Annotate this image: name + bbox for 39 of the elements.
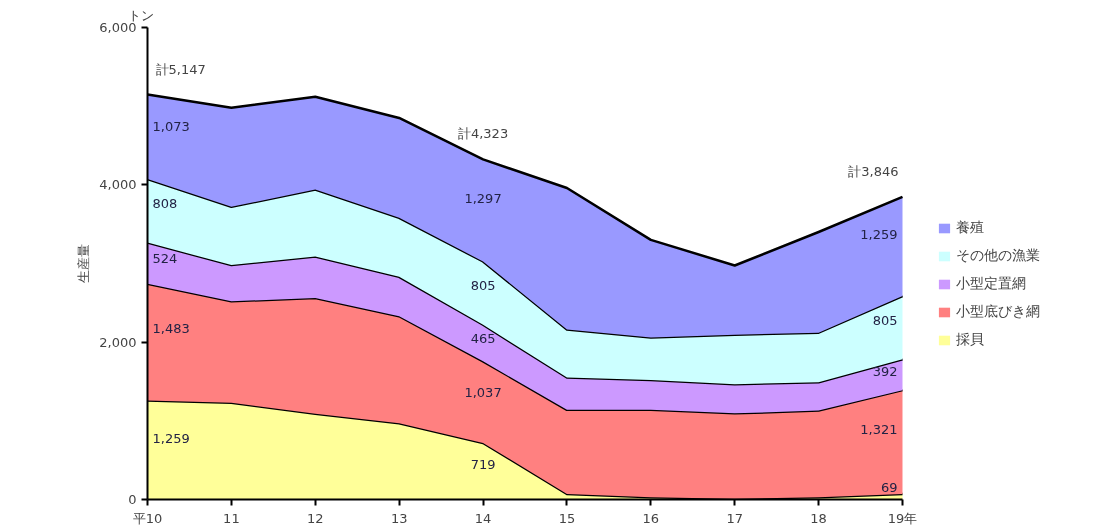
x-tick-label: 14 [474, 510, 492, 526]
data-label: 392 [872, 363, 898, 379]
data-label: 465 [470, 331, 496, 347]
x-tick-label: 18 [810, 510, 827, 526]
data-label: 1,073 [152, 119, 190, 135]
x-tick-label: 17 [726, 510, 743, 526]
x-tick-label: 平10 [132, 510, 163, 526]
data-label: 69 [880, 480, 898, 496]
y-tick-label: 6,000 [99, 20, 137, 35]
text: トン [127, 7, 154, 23]
data-label: 805 [872, 312, 898, 328]
legend-label: その他の漁業 [956, 247, 1040, 265]
data-label: 719 [470, 456, 496, 472]
x-tick-label: 15 [558, 510, 576, 526]
total-label: 計4,323 [457, 126, 509, 142]
legend-label: 養殖 [956, 219, 984, 237]
y-tick-label: 4,000 [99, 177, 137, 193]
x-tick-label: 13 [390, 510, 408, 526]
total-label: 計3,846 [848, 163, 899, 179]
data-label: 808 [152, 195, 178, 211]
y-axis-title: 生産量 [76, 244, 92, 283]
y-tick-label: 0 [128, 492, 137, 507]
x-tick-label: 16 [642, 510, 660, 526]
legend-label: 小型底びき網 [956, 303, 1040, 321]
data-label: 524 [152, 250, 178, 266]
legend-label: 採貝 [956, 331, 984, 349]
data-label: 1,297 [464, 190, 502, 206]
data-label: 1,037 [464, 384, 502, 400]
legend-label: 小型定置網 [956, 275, 1026, 293]
y-tick-label: 2,000 [99, 334, 137, 350]
data-label: 805 [470, 278, 496, 294]
data-label: 1,321 [860, 422, 898, 438]
data-label: 1,259 [860, 227, 898, 243]
data-label: 1,259 [152, 430, 190, 446]
x-tick-label: 11 [223, 510, 240, 526]
x-tick-label: 12 [307, 510, 324, 526]
data-label: 1,483 [152, 320, 190, 336]
x-tick-label: 19年 [887, 510, 918, 526]
total-label: 計5,147 [155, 61, 206, 77]
